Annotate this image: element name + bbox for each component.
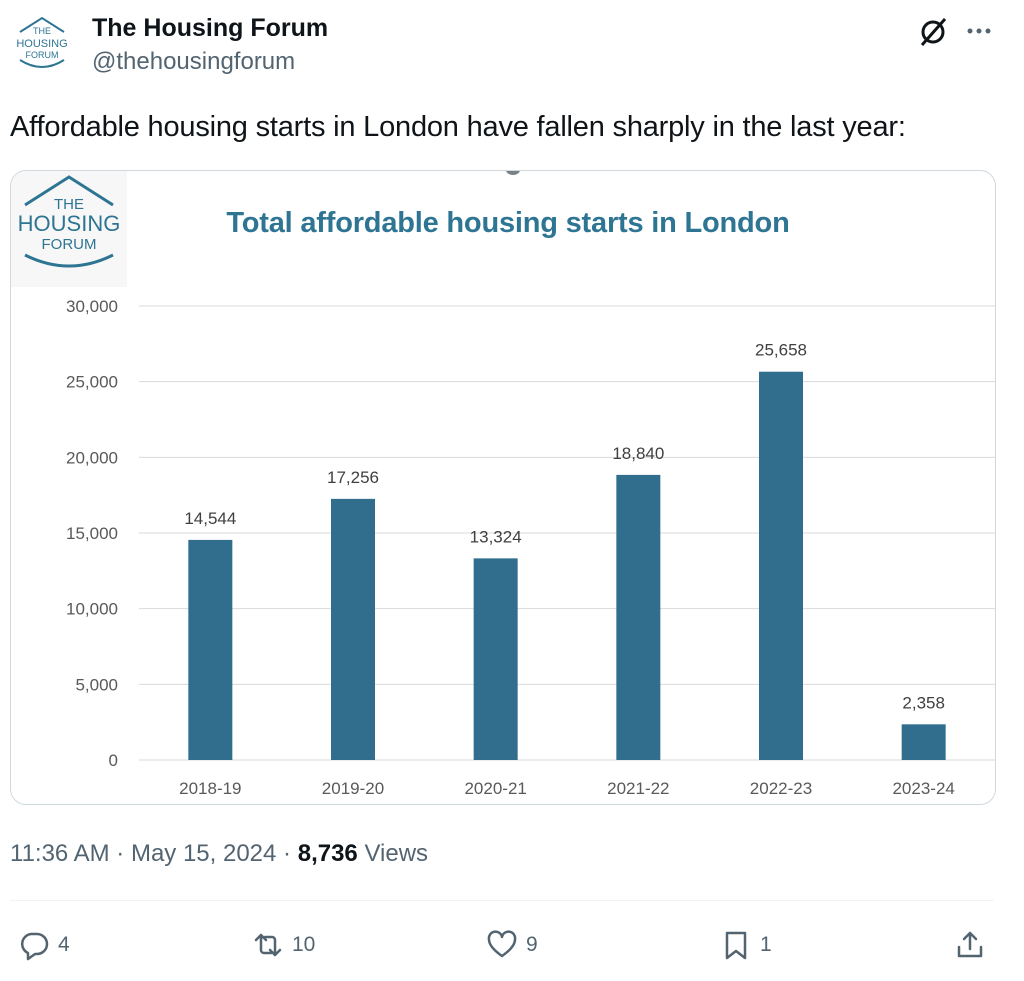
avatar-logo-line2: HOUSING — [16, 38, 67, 50]
x-tick-label: 2020-21 — [464, 779, 526, 798]
x-tick-label: 2023-24 — [892, 779, 954, 798]
data-label: 13,324 — [470, 527, 522, 546]
like-count: 9 — [526, 933, 538, 956]
chart-logo-line1: THE — [54, 196, 84, 213]
chart-logo-line2: HOUSING — [18, 211, 121, 236]
bar-chart: 0 5,000 10,000 15,000 20,000 25,000 30,000 14,5… — [66, 297, 995, 798]
divider — [10, 900, 994, 901]
data-label: 18,840 — [612, 444, 664, 463]
avatar-logo: THE HOUSING FORUM — [16, 16, 68, 68]
retweet-count: 10 — [292, 933, 316, 956]
chart-logo: THE HOUSING FORUM — [11, 171, 127, 287]
avatar-logo-line3: FORUM — [26, 50, 59, 60]
share-button[interactable] — [954, 925, 986, 965]
x-tick-label: 2022-23 — [750, 779, 812, 798]
x-tick-label: 2018-19 — [179, 779, 241, 798]
y-tick-label: 5,000 — [75, 675, 118, 694]
bar — [188, 539, 233, 760]
views-label: Views — [357, 840, 429, 867]
tweet-meta: 11:36 AM · May 15, 2024 · 8,736 Views — [10, 840, 428, 868]
data-label: 14,544 — [184, 509, 236, 528]
y-tick-label: 10,000 — [66, 600, 118, 619]
bar — [473, 558, 518, 760]
avatar-logo-line1: THE — [33, 26, 51, 36]
tweet-media[interactable]: THE HOUSING FORUM Total affordable housi… — [10, 170, 996, 805]
x-tick-label: 2021-22 — [607, 779, 669, 798]
chart-title: Total affordable housing starts in Londo… — [226, 207, 790, 239]
media-indicator — [506, 171, 520, 175]
data-label: 17,256 — [327, 468, 379, 487]
reply-count: 4 — [58, 933, 70, 956]
x-tick-label: 2019-20 — [322, 779, 384, 798]
tweet-text: Affordable housing starts in London have… — [10, 111, 906, 143]
reply-button[interactable]: 4 — [18, 925, 70, 965]
chart-logo-line3: FORUM — [42, 236, 97, 253]
author-handle[interactable]: @thehousingforum — [92, 48, 296, 75]
y-tick-label: 20,000 — [66, 448, 118, 467]
bookmark-count: 1 — [760, 933, 772, 956]
grok-icon[interactable] — [916, 14, 950, 48]
retweet-icon — [254, 933, 282, 957]
share-icon — [957, 931, 983, 958]
timestamp[interactable]: 11:36 AM · May 15, 2024 · — [10, 840, 298, 867]
reply-icon — [21, 932, 49, 961]
bar — [901, 724, 946, 760]
views-count: 8,736 — [297, 840, 358, 867]
data-label: 25,658 — [755, 341, 807, 360]
like-button[interactable]: 9 — [486, 925, 538, 965]
bar — [759, 371, 803, 760]
more-icon[interactable] — [962, 14, 996, 48]
bookmark-button[interactable]: 1 — [720, 925, 772, 965]
y-tick-label: 30,000 — [66, 297, 118, 316]
bar — [616, 474, 661, 760]
y-tick-label: 25,000 — [66, 373, 118, 392]
y-tick-label: 0 — [109, 751, 118, 770]
like-icon — [487, 930, 517, 958]
y-tick-label: 15,000 — [66, 524, 118, 543]
avatar[interactable]: THE HOUSING FORUM — [10, 12, 74, 76]
bar — [331, 498, 375, 760]
data-label: 2,358 — [902, 693, 945, 712]
author-name[interactable]: The Housing Forum — [92, 14, 329, 42]
bookmark-icon — [725, 931, 747, 960]
retweet-button[interactable]: 10 — [252, 925, 315, 965]
